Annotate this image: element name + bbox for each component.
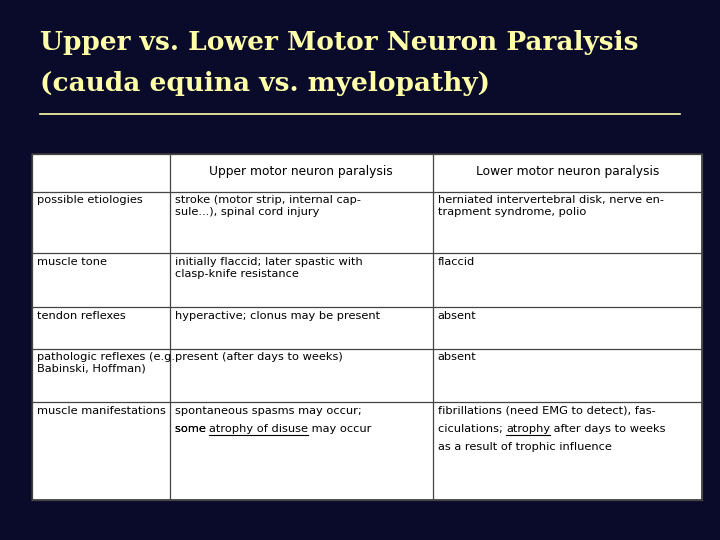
Text: Upper vs. Lower Motor Neuron Paralysis: Upper vs. Lower Motor Neuron Paralysis [40,30,638,55]
Text: fibrillations (need EMG to detect), fas-: fibrillations (need EMG to detect), fas- [438,406,656,416]
Text: stroke (motor strip, internal cap-
sule...), spinal cord injury: stroke (motor strip, internal cap- sule.… [175,195,361,217]
Text: muscle manifestations: muscle manifestations [37,406,166,416]
Text: flaccid: flaccid [438,257,475,267]
Text: some: some [175,424,210,434]
Text: spontaneous spasms may occur;: spontaneous spasms may occur; [175,406,361,416]
Text: after days to weeks: after days to weeks [551,424,666,434]
Text: as a result of trophic influence: as a result of trophic influence [438,442,612,451]
Text: possible etiologies: possible etiologies [37,195,143,205]
Text: Lower motor neuron paralysis: Lower motor neuron paralysis [476,165,659,178]
Text: atrophy of disuse: atrophy of disuse [210,424,308,434]
Text: herniated intervertebral disk, nerve en-
trapment syndrome, polio: herniated intervertebral disk, nerve en-… [438,195,664,217]
Text: may occur: may occur [308,424,372,434]
Text: atrophy: atrophy [506,424,551,434]
Text: tendon reflexes: tendon reflexes [37,310,126,321]
Text: present (after days to weeks): present (after days to weeks) [175,352,343,362]
Text: hyperactive; clonus may be present: hyperactive; clonus may be present [175,310,380,321]
Text: muscle tone: muscle tone [37,257,107,267]
Text: (cauda equina vs. myelopathy): (cauda equina vs. myelopathy) [40,71,490,96]
Text: some: some [175,424,210,434]
Text: absent: absent [438,352,477,362]
Text: Upper motor neuron paralysis: Upper motor neuron paralysis [210,165,393,178]
Text: absent: absent [438,310,477,321]
Text: pathologic reflexes (e.g.
Babinski, Hoffman): pathologic reflexes (e.g. Babinski, Hoff… [37,352,176,374]
Text: initially flaccid; later spastic with
clasp-knife resistance: initially flaccid; later spastic with cl… [175,257,362,279]
Text: ciculations;: ciculations; [438,424,506,434]
